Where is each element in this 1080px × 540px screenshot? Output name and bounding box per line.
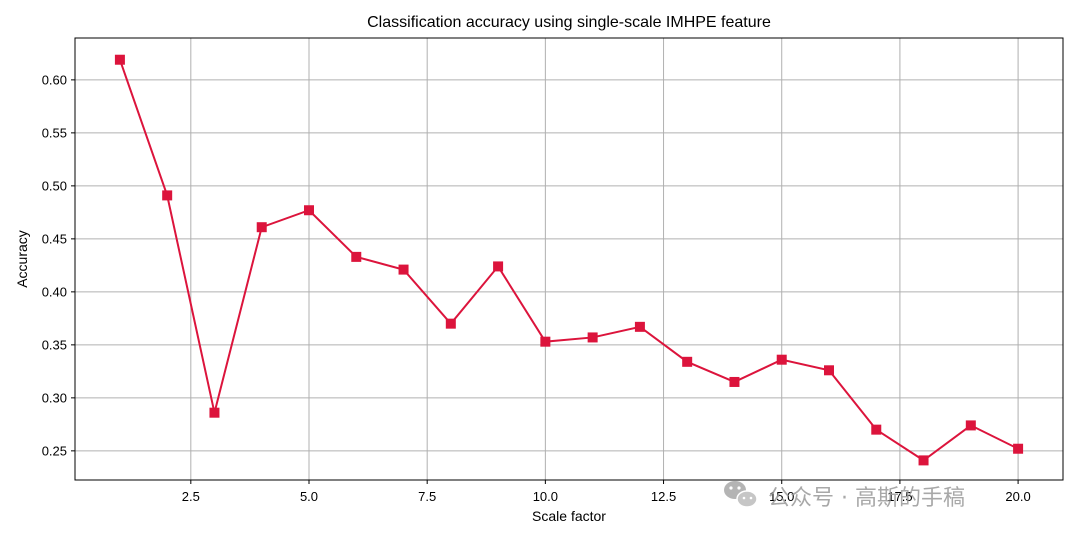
data-point: [209, 407, 220, 418]
data-point: [540, 336, 551, 347]
data-point: [682, 356, 693, 367]
ticks: 2.5 5.0 7.5 10.0 12.5 15.0 17.5 20.0 0.25 0.30 0.3…: [42, 72, 1031, 504]
y-tick-label: 0.45: [42, 231, 67, 246]
y-axis-label: Accuracy: [14, 230, 30, 288]
y-tick-label: 0.50: [42, 178, 67, 193]
data-point: [871, 424, 882, 435]
data-point: [965, 420, 976, 431]
data-point: [304, 205, 314, 216]
data-point: [162, 190, 173, 201]
x-axis-label: Scale factor: [532, 508, 606, 524]
data-point: [493, 261, 504, 272]
grid: [75, 38, 1063, 480]
x-tick-label: 12.5: [651, 489, 676, 504]
data-point: [114, 54, 125, 65]
x-tick-label: 15.0: [769, 489, 794, 504]
x-tick-label: 5.0: [300, 489, 318, 504]
x-tick-label: 20.0: [1005, 489, 1030, 504]
data-point: [398, 264, 409, 275]
watermark: 公众号 · 高斯的手稿: [724, 481, 965, 511]
x-tick-label: 2.5: [182, 489, 200, 504]
data-point: [1013, 443, 1024, 454]
data-point: [918, 455, 929, 466]
data-point: [587, 332, 598, 343]
markers: [114, 54, 1024, 466]
watermark-text: 公众号 · 高斯的手稿: [768, 486, 965, 511]
y-tick-label: 0.30: [42, 390, 67, 405]
plot-frame: [74, 37, 1064, 481]
y-tick-label: 0.60: [42, 72, 67, 87]
data-point: [351, 251, 362, 262]
series-line: [118, 59, 1019, 462]
x-tick-label: 17.5: [887, 489, 912, 504]
y-tick-label: 0.40: [42, 284, 67, 299]
data-point: [824, 365, 834, 376]
y-tick-label: 0.25: [42, 443, 67, 458]
data-point: [776, 354, 787, 365]
y-tick-label: 0.35: [42, 337, 67, 352]
chart-title: Classification accuracy using single-sca…: [367, 14, 771, 31]
data-point: [445, 318, 456, 329]
data-point: [729, 376, 740, 387]
wechat-icon: [724, 481, 758, 508]
x-tick-label: 7.5: [418, 489, 436, 504]
data-point: [256, 222, 267, 233]
x-tick-label: 10.0: [533, 489, 558, 504]
y-tick-label: 0.55: [42, 125, 67, 140]
data-point: [634, 321, 645, 332]
